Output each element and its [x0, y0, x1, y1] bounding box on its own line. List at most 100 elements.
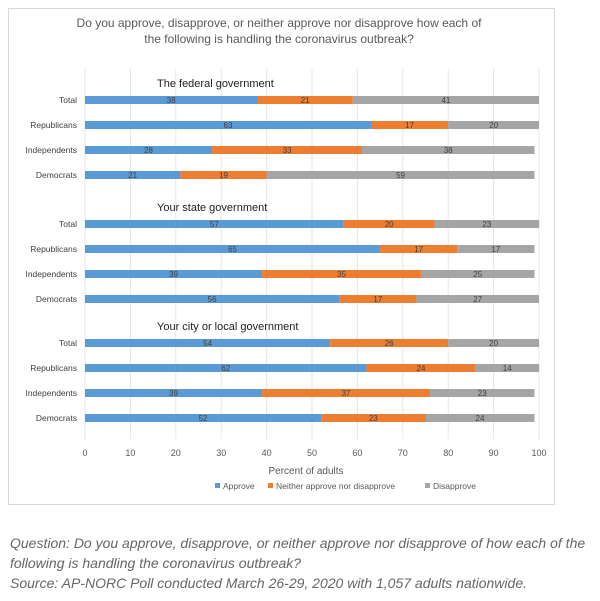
category-label: Independents [25, 388, 77, 398]
x-tick-label: 50 [307, 448, 317, 458]
data-label: 23 [369, 414, 378, 423]
bar-segment-approve [85, 339, 331, 347]
bar-segment-approve [85, 414, 322, 422]
bar-segment-neither [343, 220, 435, 228]
data-label: 39 [169, 270, 178, 279]
category-label: Democrats [36, 294, 77, 304]
bar-segment-disapprove [425, 414, 535, 422]
category-label: Total [59, 219, 77, 229]
data-label: 27 [473, 295, 482, 304]
bar-segment-neither [180, 171, 267, 179]
data-label: 17 [405, 121, 414, 130]
bar-segment-disapprove [475, 364, 539, 372]
bar-segment-approve [85, 364, 367, 372]
bar-segment-disapprove [457, 245, 535, 253]
bar-segment-approve [85, 171, 181, 179]
data-label: 14 [503, 364, 512, 373]
bar-segment-neither [212, 146, 362, 154]
data-label: 23 [482, 220, 491, 229]
bar-segment-approve [85, 245, 381, 253]
bar-segment-neither [257, 96, 353, 104]
data-label: 21 [128, 171, 137, 180]
x-axis-label: Percent of adults [268, 466, 343, 477]
data-label: 25 [473, 270, 482, 279]
category-label: Democrats [36, 170, 77, 180]
bar-segment-disapprove [420, 270, 535, 278]
bar-segment-approve [85, 220, 344, 228]
category-label: Democrats [36, 413, 77, 423]
bar-segment-approve [85, 121, 372, 129]
bar-segment-disapprove [416, 295, 539, 303]
x-tick-label: 90 [489, 448, 499, 458]
x-tick-label: 20 [171, 448, 181, 458]
data-label: 39 [169, 389, 178, 398]
data-label: 38 [444, 146, 453, 155]
data-label: 52 [199, 414, 208, 423]
bar-segment-disapprove [266, 171, 535, 179]
data-label: 19 [219, 171, 228, 180]
category-label: Republicans [30, 120, 77, 130]
legend-label: Neither approve nor disapprove [276, 481, 395, 491]
bar-segment-neither [339, 295, 417, 303]
data-label: 65 [228, 245, 237, 254]
bar-segment-neither [366, 364, 476, 372]
category-label: Republicans [30, 244, 77, 254]
data-label: 20 [385, 220, 394, 229]
legend-swatch-disapprove [425, 483, 430, 488]
data-label: 24 [476, 414, 485, 423]
legend-label: Disapprove [433, 481, 476, 491]
group-title: The federal government [157, 78, 274, 90]
category-label: Total [59, 338, 77, 348]
legend-swatch-approve [215, 483, 220, 488]
legend-swatch-neither [268, 483, 273, 488]
data-label: 35 [337, 270, 346, 279]
data-label: 24 [417, 364, 426, 373]
bar-segment-approve [85, 96, 258, 104]
bar-segment-neither [371, 121, 449, 129]
data-label: 17 [373, 295, 382, 304]
category-label: Independents [25, 145, 77, 155]
x-tick-label: 0 [82, 448, 87, 458]
data-label: 38 [167, 96, 176, 105]
data-label: 54 [203, 339, 212, 348]
chart-frame: Do you approve, disapprove, or neither a… [8, 8, 555, 505]
data-label: 56 [208, 295, 217, 304]
data-label: 21 [301, 96, 310, 105]
x-tick-label: 40 [262, 448, 272, 458]
bar-segment-approve [85, 295, 340, 303]
bar-segment-disapprove [352, 96, 539, 104]
data-label: 62 [221, 364, 230, 373]
category-label: Independents [25, 269, 77, 279]
x-tick-label: 60 [352, 448, 362, 458]
x-tick-label: 10 [125, 448, 135, 458]
data-label: 17 [414, 245, 423, 254]
bar-segment-approve [85, 270, 263, 278]
bar-segment-approve [85, 389, 263, 397]
data-label: 26 [385, 339, 394, 348]
category-label: Republicans [30, 363, 77, 373]
data-label: 17 [491, 245, 500, 254]
bar-segment-approve [85, 146, 213, 154]
x-tick-label: 100 [531, 448, 546, 458]
x-tick-label: 30 [216, 448, 226, 458]
bar-segment-disapprove [430, 389, 535, 397]
caption-question: Question: Do you approve, disapprove, or… [10, 535, 586, 571]
bar-segment-disapprove [434, 220, 539, 228]
data-label: 23 [478, 389, 487, 398]
chart: Do you approve, disapprove, or neither a… [25, 16, 546, 491]
data-label: 28 [144, 146, 153, 155]
bar-segment-neither [262, 270, 421, 278]
data-label: 33 [283, 146, 292, 155]
group-title: Your state government [157, 202, 267, 214]
category-label: Total [59, 95, 77, 105]
bar-segment-neither [380, 245, 458, 253]
data-label: 59 [396, 171, 405, 180]
data-label: 41 [441, 96, 450, 105]
x-tick-label: 70 [398, 448, 408, 458]
bar-segment-disapprove [448, 339, 539, 347]
bar-segment-neither [321, 414, 426, 422]
bar-segment-neither [330, 339, 449, 347]
data-label: 37 [342, 389, 351, 398]
data-label: 20 [489, 121, 498, 130]
data-label: 63 [224, 121, 233, 130]
